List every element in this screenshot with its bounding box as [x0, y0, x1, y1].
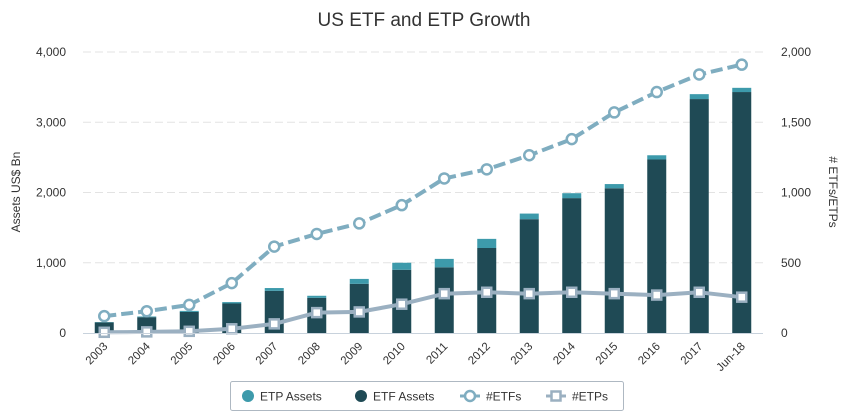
x-tick-label: 2012: [466, 341, 493, 368]
point-etfs: [397, 200, 407, 210]
x-tick-label: 2015: [594, 341, 621, 368]
point-etfs: [354, 218, 364, 228]
point-etfs: [737, 60, 747, 70]
point-etfs: [99, 311, 109, 321]
point-etps: [737, 293, 746, 302]
bar-etp-assets: [265, 288, 284, 291]
point-etps: [397, 300, 406, 309]
bar-etp-assets: [350, 279, 369, 284]
point-etps: [695, 288, 704, 297]
point-etps: [440, 289, 449, 298]
point-etfs: [652, 87, 662, 97]
bar-etp-assets: [732, 88, 751, 92]
bar-etf-assets: [435, 267, 454, 333]
x-tick-label: Jun-18: [715, 341, 748, 374]
legend-marker: [552, 392, 561, 401]
bar-etp-assets: [647, 155, 666, 159]
x-tick-label: 2003: [84, 341, 111, 368]
y-right-tick-label: 0: [781, 326, 788, 340]
point-etfs: [227, 278, 237, 288]
bar-etf-assets: [562, 198, 581, 333]
bar-etp-assets: [392, 263, 411, 270]
x-tick-label: 2004: [126, 340, 153, 367]
y-left-tick-label: 3,000: [36, 115, 66, 129]
bar-etp-assets: [477, 239, 496, 248]
legend-label: #ETFs: [486, 390, 521, 404]
bar-etp-assets: [435, 259, 454, 267]
point-etps: [567, 288, 576, 297]
point-etfs: [269, 242, 279, 252]
y-axis-left-label: Assets US$ Bn: [9, 152, 23, 233]
x-tick-label: 2008: [296, 341, 323, 368]
bar-etp-assets: [605, 184, 624, 188]
legend: ETP Assets ETF Assets #ETFs #ETPs: [231, 382, 624, 411]
x-tick-label: 2017: [679, 341, 706, 368]
point-etps: [355, 307, 364, 316]
point-etps: [312, 308, 321, 317]
line-etps: [104, 292, 742, 332]
y-axis-right-label: # ETFs/ETPs: [826, 156, 840, 227]
y-right-tick-label: 1,000: [781, 186, 811, 200]
point-etfs: [567, 134, 577, 144]
x-tick-label: 2010: [381, 341, 408, 368]
legend-label: ETF Assets: [373, 390, 434, 404]
point-etfs: [439, 173, 449, 183]
point-etfs: [184, 300, 194, 310]
point-etps: [652, 291, 661, 300]
point-etps: [185, 327, 194, 336]
x-tick-label: 2011: [424, 341, 450, 367]
bar-etf-assets: [605, 188, 624, 333]
bar-etp-assets: [690, 94, 709, 99]
bar-etp-assets: [520, 214, 539, 220]
legend-swatch: [355, 390, 367, 402]
point-etps: [610, 289, 619, 298]
x-tick-label: 2016: [636, 341, 663, 368]
point-etfs: [312, 229, 322, 239]
legend-label: ETP Assets: [260, 390, 322, 404]
bar-etp-assets: [562, 193, 581, 198]
point-etfs: [524, 150, 534, 160]
point-etfs: [482, 164, 492, 174]
line-etfs: [104, 65, 742, 317]
legend-swatch: [242, 390, 254, 402]
point-etps: [142, 327, 151, 336]
x-tick-label: 2009: [339, 341, 366, 368]
point-etfs: [694, 69, 704, 79]
x-tick-label: 2005: [169, 341, 196, 368]
x-tick-label: 2014: [551, 340, 578, 367]
chart-title: US ETF and ETP Growth: [318, 10, 531, 31]
point-etps: [227, 324, 236, 333]
legend-marker: [465, 391, 475, 401]
y-right-tick-label: 2,000: [781, 45, 811, 59]
x-tick-label: 2007: [254, 341, 281, 368]
bar-etp-assets: [307, 296, 326, 298]
bar-etp-assets: [222, 302, 241, 303]
y-left-tick-label: 2,000: [36, 186, 66, 200]
point-etps: [525, 289, 534, 298]
point-etps: [270, 319, 279, 328]
x-tick-label: 2006: [211, 341, 238, 368]
x-tick-label: 2013: [509, 341, 536, 368]
point-etps: [100, 328, 109, 337]
y-left-tick-label: 4,000: [36, 45, 66, 59]
y-left-tick-label: 0: [59, 326, 66, 340]
y-right-tick-label: 500: [781, 256, 801, 270]
y-right-tick-label: 1,500: [781, 115, 811, 129]
point-etps: [482, 288, 491, 297]
point-etfs: [142, 306, 152, 316]
legend-label: #ETPs: [572, 390, 608, 404]
point-etfs: [609, 107, 619, 117]
bar-etf-assets: [647, 159, 666, 333]
bar-etf-assets: [520, 219, 539, 333]
y-left-tick-label: 1,000: [36, 256, 66, 270]
